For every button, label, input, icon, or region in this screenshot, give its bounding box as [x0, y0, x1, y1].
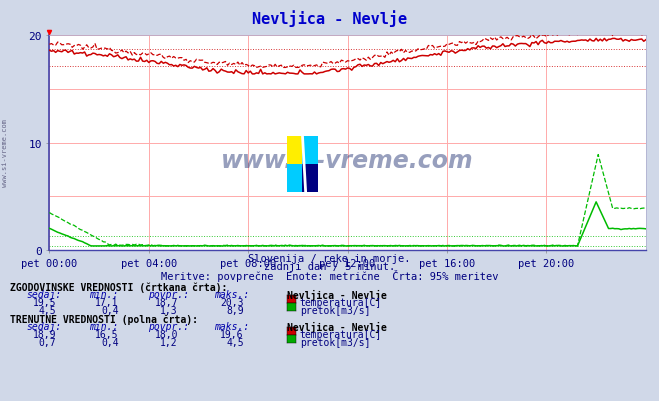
Text: ZGODOVINSKE VREDNOSTI (črtkana črta):: ZGODOVINSKE VREDNOSTI (črtkana črta): — [10, 282, 227, 292]
Text: TRENUTNE VREDNOSTI (polna črta):: TRENUTNE VREDNOSTI (polna črta): — [10, 314, 198, 324]
Text: Nevljica - Nevlje: Nevljica - Nevlje — [287, 290, 387, 300]
Text: 16,5: 16,5 — [95, 330, 119, 340]
Text: 19,6: 19,6 — [220, 330, 244, 340]
Text: 18,7: 18,7 — [154, 298, 178, 308]
Bar — [302, 164, 318, 192]
Text: 1,2: 1,2 — [160, 338, 178, 348]
Text: maks.:: maks.: — [214, 322, 249, 332]
Bar — [287, 164, 302, 192]
Text: 0,7: 0,7 — [38, 338, 56, 348]
Text: min.:: min.: — [89, 290, 119, 300]
Text: min.:: min.: — [89, 322, 119, 332]
Text: 8,9: 8,9 — [226, 306, 244, 316]
Text: povpr.:: povpr.: — [148, 290, 189, 300]
Text: temperatura[C]: temperatura[C] — [300, 298, 382, 308]
Text: 19,5: 19,5 — [32, 298, 56, 308]
Text: 0,4: 0,4 — [101, 338, 119, 348]
Text: Slovenija / reke in morje.: Slovenija / reke in morje. — [248, 253, 411, 263]
Text: sedaj:: sedaj: — [26, 290, 61, 300]
Text: pretok[m3/s]: pretok[m3/s] — [300, 306, 370, 316]
Text: temperatura[C]: temperatura[C] — [300, 330, 382, 340]
Text: Nevljica - Nevlje: Nevljica - Nevlje — [252, 10, 407, 27]
Bar — [287, 136, 302, 164]
Text: www.si-vreme.com: www.si-vreme.com — [221, 148, 474, 172]
Text: 18,9: 18,9 — [32, 330, 56, 340]
Text: 18,0: 18,0 — [154, 330, 178, 340]
Text: Nevljica - Nevlje: Nevljica - Nevlje — [287, 322, 387, 332]
Text: povpr.:: povpr.: — [148, 322, 189, 332]
Text: 4,5: 4,5 — [38, 306, 56, 316]
Text: 1,3: 1,3 — [160, 306, 178, 316]
Text: Meritve: povprečne  Enote: metrične  Črta: 95% meritev: Meritve: povprečne Enote: metrične Črta:… — [161, 269, 498, 282]
Text: pretok[m3/s]: pretok[m3/s] — [300, 338, 370, 348]
Text: sedaj:: sedaj: — [26, 322, 61, 332]
Text: maks.:: maks.: — [214, 290, 249, 300]
Text: 0,4: 0,4 — [101, 306, 119, 316]
Bar — [302, 136, 318, 164]
Text: zadnji dan / 5 minut.: zadnji dan / 5 minut. — [264, 261, 395, 271]
Text: 17,1: 17,1 — [95, 298, 119, 308]
Text: 20,3: 20,3 — [220, 298, 244, 308]
Text: 4,5: 4,5 — [226, 338, 244, 348]
Text: www.si-vreme.com: www.si-vreme.com — [2, 118, 9, 186]
